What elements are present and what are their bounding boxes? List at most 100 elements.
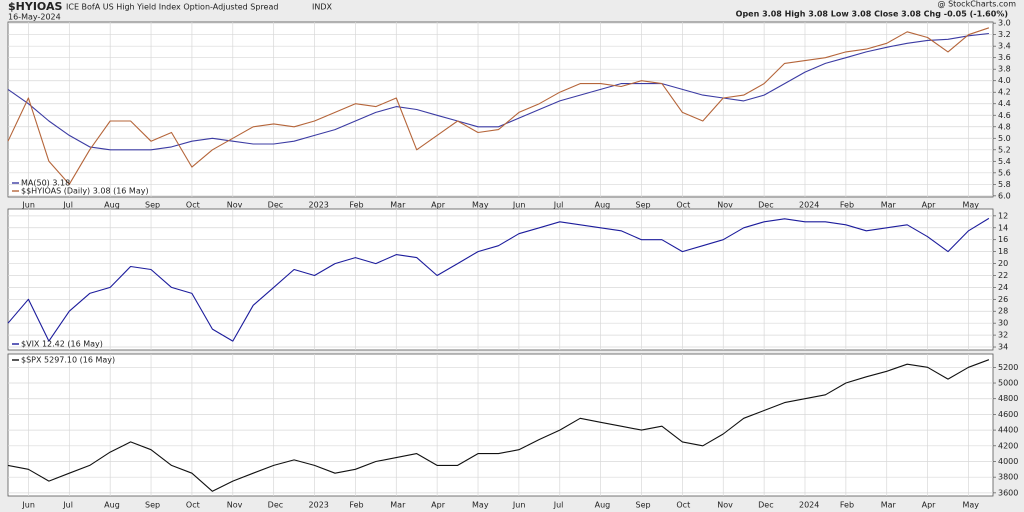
y-tick-label: 4400 (998, 426, 1018, 435)
exchange: INDX (312, 3, 333, 12)
symbol-name: ICE BofA US High Yield Index Option-Adju… (66, 3, 278, 12)
x-tick-label: Mar (881, 501, 897, 510)
plot-area (7, 353, 994, 497)
y-tick-label: 4600 (998, 410, 1018, 419)
y-tick-label: 5200 (998, 363, 1018, 372)
x-tick-label: Apr (431, 501, 446, 510)
y-tick-label: 28 (998, 307, 1008, 316)
x-tick-label: Jun (512, 201, 526, 210)
x-tick-label: 2024 (799, 201, 819, 210)
y-tick-label: 32 (998, 331, 1008, 340)
series-line (7, 359, 990, 492)
x-tick-label: Oct (676, 201, 690, 210)
x-tick-label: Jun (21, 201, 35, 210)
x-tick-label: 2023 (309, 201, 329, 210)
legend-label: $SPX 5297.10 (16 May) (21, 356, 115, 365)
y-tick-label: 20 (998, 259, 1008, 268)
x-tick-label: May (472, 501, 489, 510)
y-tick-label: 4800 (998, 394, 1018, 403)
x-tick-label: Jul (553, 201, 564, 210)
x-tick-label: Jul (553, 501, 564, 510)
y-tick-label: 26 (998, 295, 1008, 304)
y-tick-label: 3.4 (998, 42, 1011, 51)
x-tick-label: Nov (717, 501, 733, 510)
x-tick-label: Apr (431, 201, 446, 210)
y-tick-label: 30 (998, 319, 1008, 328)
plot-area (7, 208, 994, 351)
y-tick-label: 3600 (998, 488, 1018, 497)
y-tick-label: 4.0 (998, 76, 1011, 85)
y-tick-label: 5.2 (998, 145, 1011, 154)
x-tick-label: Feb (840, 501, 854, 510)
x-tick-label: Oct (676, 501, 690, 510)
y-tick-label: 16 (998, 235, 1008, 244)
y-tick-label: 22 (998, 271, 1008, 280)
y-tick-label: 24 (998, 283, 1008, 292)
y-tick-label: 4.4 (998, 99, 1011, 108)
quote: Open 3.08 High 3.08 Low 3.08 Close 3.08 … (736, 10, 1008, 19)
y-tick-label: 34 (998, 343, 1008, 352)
y-tick-label: 5.0 (998, 134, 1011, 143)
x-tick-label: Dec (268, 201, 283, 210)
x-tick-label: Aug (595, 501, 611, 510)
y-tick-label: 3.2 (998, 30, 1011, 39)
x-tick-label: Aug (104, 201, 120, 210)
x-tick-label: May (962, 501, 979, 510)
series-line (7, 27, 990, 185)
x-tick-label: Nov (717, 201, 733, 210)
x-tick-label: Feb (840, 201, 854, 210)
x-tick-label: Feb (349, 501, 363, 510)
x-tick-label: Feb (349, 201, 363, 210)
symbol: $HYIOAS (8, 0, 62, 13)
y-tick-label: 4.8 (998, 122, 1011, 131)
x-tick-label: 2024 (799, 501, 819, 510)
y-tick-label: 18 (998, 247, 1008, 256)
y-tick-label: 14 (998, 223, 1008, 232)
x-tick-label: Sep (636, 501, 651, 510)
x-tick-label: 2023 (309, 501, 329, 510)
x-tick-label: May (472, 201, 489, 210)
x-tick-label: Jun (21, 501, 35, 510)
x-tick-label: Aug (595, 201, 611, 210)
x-tick-label: Sep (145, 501, 160, 510)
x-tick-label: Nov (227, 201, 243, 210)
legend-label: $$HYIOAS (Daily) 3.08 (16 May) (21, 187, 149, 196)
x-tick-label: Mar (390, 201, 406, 210)
x-tick-label: Sep (145, 201, 160, 210)
x-tick-label: Jul (62, 201, 73, 210)
y-tick-label: 5.8 (998, 180, 1011, 189)
x-tick-label: Oct (186, 501, 200, 510)
y-tick-label: 5000 (998, 379, 1018, 388)
y-tick-label: 5.6 (998, 168, 1011, 177)
x-tick-label: Mar (881, 201, 897, 210)
date: 16-May-2024 (8, 13, 61, 22)
y-tick-label: 3.0 (998, 19, 1011, 28)
y-tick-label: 6.0 (998, 191, 1011, 200)
legend-label: $VIX 12.42 (16 May) (21, 340, 103, 349)
y-tick-label: 4000 (998, 457, 1018, 466)
x-tick-label: Apr (922, 201, 937, 210)
y-tick-label: 5.4 (998, 157, 1011, 166)
x-tick-label: Dec (268, 501, 283, 510)
credit: @ StockCharts.com (938, 0, 1017, 9)
x-tick-label: Mar (390, 501, 406, 510)
series-line (7, 32, 989, 151)
y-tick-label: 12 (998, 211, 1008, 220)
y-tick-label: 3.6 (998, 53, 1011, 62)
x-tick-label: Oct (186, 201, 200, 210)
y-tick-label: 4.2 (998, 88, 1011, 97)
x-tick-label: May (962, 201, 979, 210)
x-tick-label: Apr (922, 501, 937, 510)
y-tick-label: 4.6 (998, 111, 1011, 120)
y-tick-label: 4200 (998, 441, 1018, 450)
x-tick-label: Jul (62, 501, 73, 510)
y-tick-label: 3800 (998, 473, 1018, 482)
plot-area (7, 21, 994, 198)
legend-label: MA(50) 3.18 (21, 179, 70, 188)
series-line (7, 217, 990, 342)
x-tick-label: Sep (636, 201, 651, 210)
x-tick-label: Dec (758, 201, 773, 210)
y-tick-label: 3.8 (998, 65, 1011, 74)
x-tick-label: Jun (512, 501, 526, 510)
